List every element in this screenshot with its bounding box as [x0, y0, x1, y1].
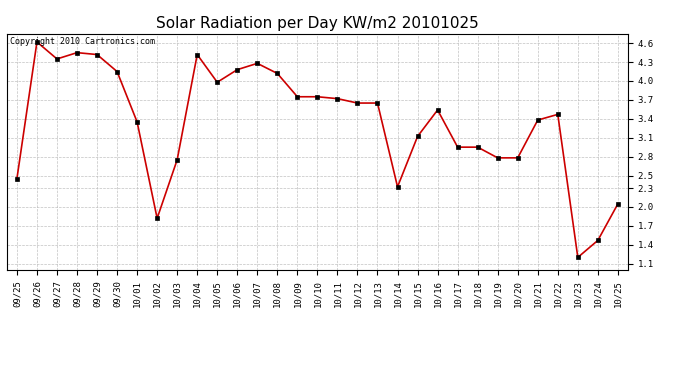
- Title: Solar Radiation per Day KW/m2 20101025: Solar Radiation per Day KW/m2 20101025: [156, 16, 479, 31]
- Text: Copyright 2010 Cartronics.com: Copyright 2010 Cartronics.com: [10, 37, 155, 46]
